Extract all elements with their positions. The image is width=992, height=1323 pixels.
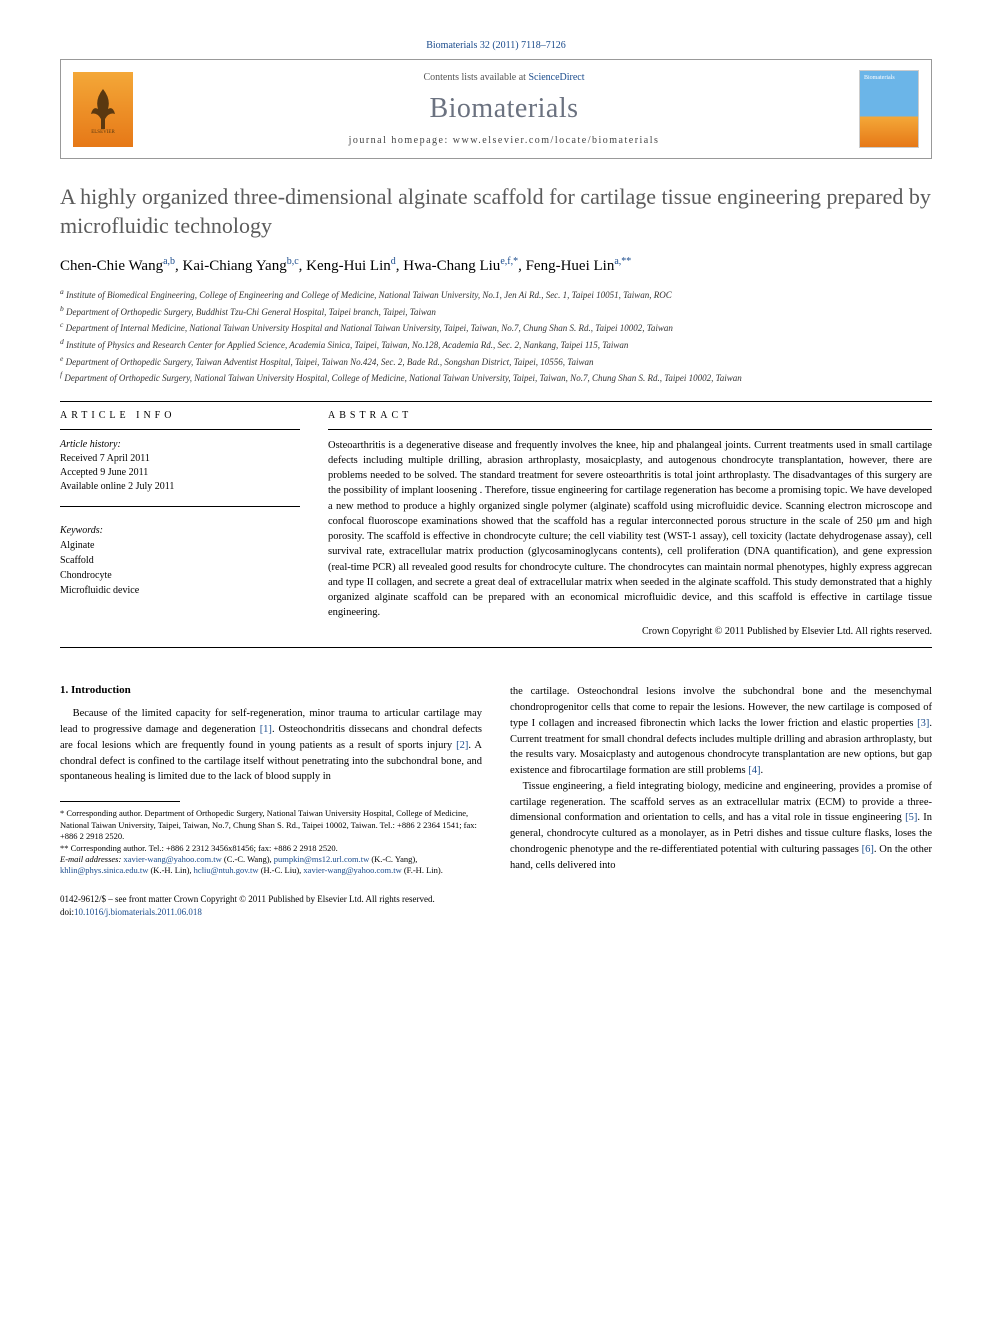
homepage-url[interactable]: www.elsevier.com/locate/biomaterials (453, 135, 660, 146)
keywords-label: Keywords: (60, 523, 300, 538)
info-abstract-row: ARTICLE INFO Article history: Received 7… (60, 410, 932, 638)
divider (60, 401, 932, 402)
body-text-left: Because of the limited capacity for self… (60, 706, 482, 785)
abstract-text: Osteoarthritis is a degenerative disease… (328, 438, 932, 621)
elsevier-logo: ELSEVIER (73, 72, 133, 147)
front-matter-line: 0142-9612/$ – see front matter Crown Cop… (60, 893, 932, 906)
author-list: Chen-Chie Wanga,b, Kai-Chiang Yangb,c, K… (60, 256, 932, 275)
ref-link[interactable]: [6] (862, 844, 874, 855)
body-column-left: 1. Introduction Because of the limited c… (60, 684, 482, 877)
homepage-prefix: journal homepage: (349, 135, 453, 146)
doi-label: doi: (60, 907, 74, 917)
online-date: Available online 2 July 2011 (60, 480, 300, 494)
affiliation-item: a Institute of Biomedical Engineering, C… (60, 287, 932, 302)
divider (60, 429, 300, 430)
affiliation-item: c Department of Internal Medicine, Natio… (60, 320, 932, 335)
body-text-right: the cartilage. Osteochondral lesions inv… (510, 684, 932, 873)
affiliation-item: d Institute of Physics and Research Cent… (60, 337, 932, 352)
contents-prefix: Contents lists available at (423, 72, 528, 83)
journal-name: Biomaterials (149, 93, 859, 125)
affiliations-block: a Institute of Biomedical Engineering, C… (60, 287, 932, 385)
body-columns: 1. Introduction Because of the limited c… (60, 684, 932, 877)
divider (328, 429, 932, 430)
email-link[interactable]: xavier-wang@yahoo.com.tw (123, 854, 221, 864)
ref-link[interactable]: [5] (905, 812, 917, 823)
keyword-item: Scaffold (60, 553, 300, 568)
footnotes-block: * Corresponding author. Department of Or… (60, 808, 482, 877)
citation-header: Biomaterials 32 (2011) 7118–7126 (60, 40, 932, 51)
keyword-item: Chondrocyte (60, 568, 300, 583)
divider (60, 647, 932, 648)
history-label: Article history: (60, 438, 300, 452)
article-info-column: ARTICLE INFO Article history: Received 7… (60, 410, 300, 638)
journal-header-box: ELSEVIER Contents lists available at Sci… (60, 59, 932, 159)
emails-label: E-mail addresses: (60, 854, 123, 864)
corresponding-author-2: ** Corresponding author. Tel.: +886 2 23… (60, 843, 482, 854)
keywords-list: AlginateScaffoldChondrocyteMicrofluidic … (60, 538, 300, 598)
homepage-line: journal homepage: www.elsevier.com/locat… (149, 135, 859, 146)
sciencedirect-link[interactable]: ScienceDirect (528, 72, 584, 83)
page-container: Biomaterials 32 (2011) 7118–7126 ELSEVIE… (0, 0, 992, 958)
affiliation-item: e Department of Orthopedic Surgery, Taiw… (60, 354, 932, 369)
divider (60, 506, 300, 507)
body-column-right: the cartilage. Osteochondral lesions inv… (510, 684, 932, 877)
affiliation-item: f Department of Orthopedic Surgery, Nati… (60, 370, 932, 385)
ref-link[interactable]: [2] (456, 740, 468, 751)
email-link[interactable]: xavier-wang@yahoo.com.tw (303, 865, 401, 875)
ref-link[interactable]: [1] (260, 724, 272, 735)
journal-cover-thumbnail (859, 70, 919, 148)
abstract-column: ABSTRACT Osteoarthritis is a degenerativ… (328, 410, 932, 638)
email-link[interactable]: khlin@phys.sinica.edu.tw (60, 865, 148, 875)
citation-link[interactable]: Biomaterials 32 (2011) 7118–7126 (426, 40, 566, 51)
history-block: Article history: Received 7 April 2011 A… (60, 438, 300, 494)
keyword-item: Alginate (60, 538, 300, 553)
abstract-label: ABSTRACT (328, 410, 932, 421)
section-1-heading: 1. Introduction (60, 684, 482, 696)
keyword-item: Microfluidic device (60, 583, 300, 598)
corresponding-author-1: * Corresponding author. Department of Or… (60, 808, 482, 842)
accepted-date: Accepted 9 June 2011 (60, 466, 300, 480)
elsevier-tree-icon: ELSEVIER (83, 84, 123, 134)
article-info-label: ARTICLE INFO (60, 410, 300, 421)
ref-link[interactable]: [3] (917, 718, 929, 729)
email-link[interactable]: hcliu@ntuh.gov.tw (194, 865, 259, 875)
svg-text:ELSEVIER: ELSEVIER (91, 130, 115, 134)
doi-link[interactable]: 10.1016/j.biomaterials.2011.06.018 (74, 907, 202, 917)
contents-available-line: Contents lists available at ScienceDirec… (149, 72, 859, 83)
keywords-block: Keywords: AlginateScaffoldChondrocyteMic… (60, 523, 300, 598)
footnote-separator (60, 801, 180, 802)
ref-link[interactable]: [4] (748, 765, 760, 776)
email-addresses: E-mail addresses: xavier-wang@yahoo.com.… (60, 854, 482, 877)
header-center: Contents lists available at ScienceDirec… (149, 72, 859, 146)
doi-line: doi:10.1016/j.biomaterials.2011.06.018 (60, 906, 932, 919)
received-date: Received 7 April 2011 (60, 452, 300, 466)
affiliation-item: b Department of Orthopedic Surgery, Budd… (60, 304, 932, 319)
footer-block: 0142-9612/$ – see front matter Crown Cop… (60, 893, 932, 918)
article-title: A highly organized three-dimensional alg… (60, 183, 932, 240)
abstract-copyright: Crown Copyright © 2011 Published by Else… (328, 626, 932, 637)
email-link[interactable]: pumpkin@ms12.url.com.tw (274, 854, 369, 864)
